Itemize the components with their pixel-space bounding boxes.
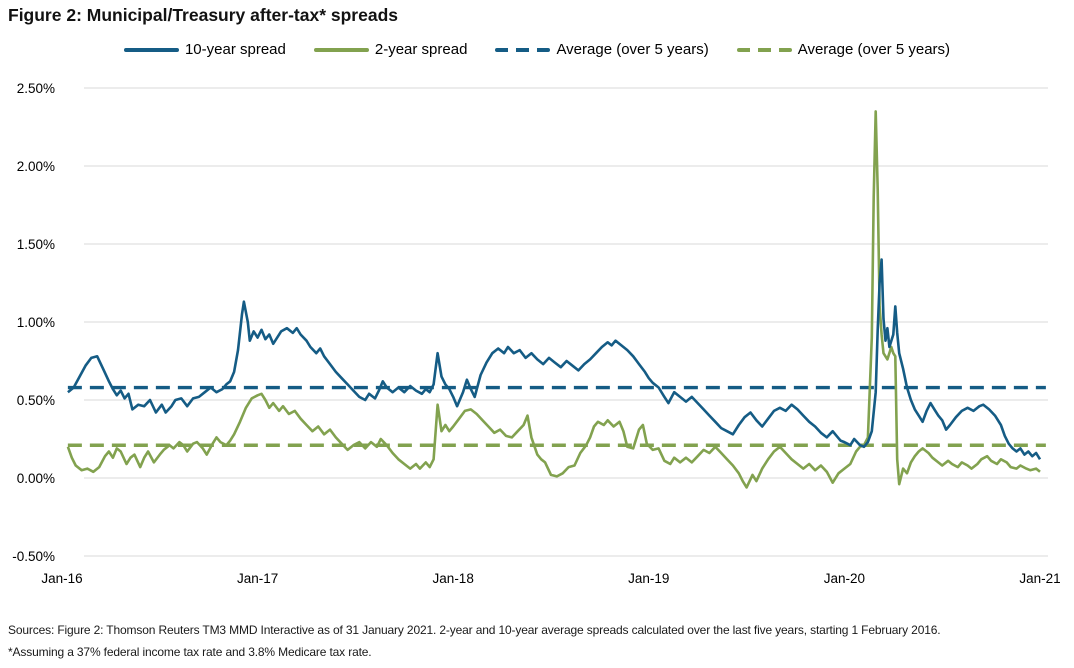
legend-item-average-10-year: Average (over 5 years) <box>495 41 709 58</box>
y-tick-label: 1.00% <box>17 315 55 330</box>
dashed-line-sample-10-year-icon <box>495 47 551 52</box>
legend-label: Average (over 5 years) <box>797 41 951 58</box>
x-tick-label: Jan-18 <box>433 571 474 586</box>
figure-title: Figure 2: Municipal/Treasury after-tax* … <box>8 5 398 25</box>
line-sample-10-year-icon <box>123 47 179 52</box>
legend-item-2-year-spread: 2-year spread <box>313 41 468 58</box>
chart-footnotes: Sources: Figure 2: Thomson Reuters TM3 M… <box>8 619 1072 663</box>
x-tick-label: Jan-16 <box>41 571 82 586</box>
legend-item-10-year-spread: 10-year spread <box>123 41 286 58</box>
x-tick-label: Jan-20 <box>824 571 865 586</box>
y-tick-label: 1.50% <box>17 237 55 252</box>
legend-label: 2-year spread <box>374 41 468 58</box>
legend-label: 10-year spread <box>184 41 286 58</box>
y-tick-label: -0.50% <box>12 549 55 564</box>
dashed-line-sample-2-year-icon <box>736 47 792 52</box>
x-tick-label: Jan-21 <box>1019 571 1060 586</box>
chart-legend: 10-year spread 2-year spread Average (ov… <box>0 41 1074 58</box>
source-note: Sources: Figure 2: Thomson Reuters TM3 M… <box>8 623 941 637</box>
x-tick-label: Jan-19 <box>628 571 669 586</box>
10-year-spread-line <box>67 258 1042 460</box>
tax-assumption-note: *Assuming a 37% federal income tax rate … <box>8 645 372 659</box>
y-tick-label: 0.50% <box>17 393 55 408</box>
legend-label: Average (over 5 years) <box>556 41 709 58</box>
spread-chart: 2.50% 2.00% 1.50% 1.00% 0.50% 0.00% -0.50% Jan-… <box>12 81 1060 586</box>
line-sample-2-year-icon <box>313 47 369 52</box>
2-year-spread-line <box>66 110 1041 489</box>
y-tick-label: 2.00% <box>17 159 55 174</box>
x-tick-label: Jan-17 <box>237 571 278 586</box>
y-tick-label: 2.50% <box>17 81 55 96</box>
legend-item-average-2-year: Average (over 5 years) <box>736 41 951 58</box>
y-tick-label: 0.00% <box>17 471 55 486</box>
